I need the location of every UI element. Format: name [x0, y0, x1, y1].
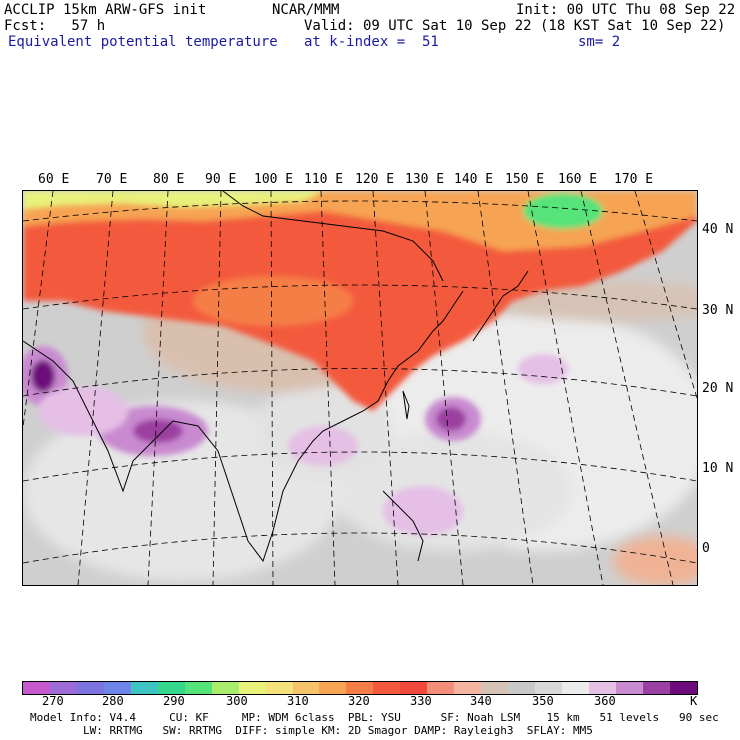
colorbar-swatch [211, 682, 239, 694]
lon-label: 80 E [153, 172, 185, 187]
colorbar-swatch [562, 682, 590, 694]
colorbar-swatch [669, 682, 697, 694]
colorbar-swatch [130, 682, 158, 694]
forecast-hour: Fcst: 57 h [4, 18, 106, 34]
colorbar-swatch [238, 682, 266, 694]
field-name: Equivalent potential temperature [8, 34, 278, 50]
colorbar-swatch [157, 682, 185, 694]
colorbar [22, 681, 698, 695]
colorbar-tick: 290 [163, 694, 185, 708]
lon-label: 150 E [505, 172, 545, 187]
lon-label: 60 E [38, 172, 70, 187]
lon-label: 120 E [355, 172, 395, 187]
colorbar-tick: 330 [410, 694, 432, 708]
colorbar-tick: 340 [470, 694, 492, 708]
colorbar-swatch [535, 682, 563, 694]
lon-label: 170 E [614, 172, 654, 187]
lon-label: 140 E [454, 172, 494, 187]
colorbar-swatch [23, 682, 50, 694]
lon-label: 110 E [304, 172, 344, 187]
colorbar-swatch [589, 682, 616, 694]
colorbar-tick: 280 [102, 694, 124, 708]
lon-label: 70 E [96, 172, 128, 187]
lat-label: 0 [702, 541, 710, 556]
colorbar-swatch [292, 682, 320, 694]
colorbar-swatch [103, 682, 131, 694]
colorbar-tick: 310 [287, 694, 309, 708]
organization: NCAR/MMM [272, 2, 340, 18]
model-info-line1: Model Info: V4.4 CU: KF MP: WDM 6class P… [30, 711, 719, 724]
colorbar-swatch [184, 682, 212, 694]
lon-label: 90 E [205, 172, 237, 187]
colorbar-swatch [427, 682, 455, 694]
lat-label: 40 N [702, 222, 734, 237]
lon-label: 160 E [558, 172, 598, 187]
k-index: at k-index = 51 [304, 34, 439, 50]
colorbar-tick: 270 [42, 694, 64, 708]
valid-time: Valid: 09 UTC Sat 10 Sep 22 (18 KST Sat … [304, 18, 726, 34]
colorbar-tick: 350 [532, 694, 554, 708]
lon-label: 130 E [405, 172, 445, 187]
colorbar-tick: 360 [594, 694, 616, 708]
colorbar-unit: K [690, 694, 698, 708]
colorbar-swatch [346, 682, 374, 694]
lat-label: 10 N [702, 461, 734, 476]
colorbar-swatch [400, 682, 428, 694]
colorbar-swatch [508, 682, 536, 694]
colorbar-swatch [265, 682, 293, 694]
colorbar-swatch [76, 682, 104, 694]
theta-e-map [22, 190, 698, 586]
colorbar-swatch [481, 682, 509, 694]
init-time: Init: 00 UTC Thu 08 Sep 22 [516, 2, 736, 18]
colorbar-swatch [454, 682, 482, 694]
colorbar-tick: 300 [226, 694, 248, 708]
graticule [23, 191, 697, 585]
model-info-line2: LW: RRTMG SW: RRTMG DIFF: simple KM: 2D … [30, 724, 593, 737]
smoothing: sm= 2 [578, 34, 621, 50]
lat-label: 20 N [702, 381, 734, 396]
colorbar-swatch [49, 682, 77, 694]
colorbar-swatch [373, 682, 401, 694]
colorbar-swatch [319, 682, 347, 694]
colorbar-swatch [642, 682, 670, 694]
map-canvas [23, 191, 697, 585]
colorbar-swatch [615, 682, 643, 694]
lon-label: 100 E [254, 172, 294, 187]
lat-label: 30 N [702, 303, 734, 318]
model-title: ACCLIP 15km ARW-GFS init [4, 2, 207, 18]
coastlines [23, 191, 529, 563]
colorbar-tick: 320 [348, 694, 370, 708]
